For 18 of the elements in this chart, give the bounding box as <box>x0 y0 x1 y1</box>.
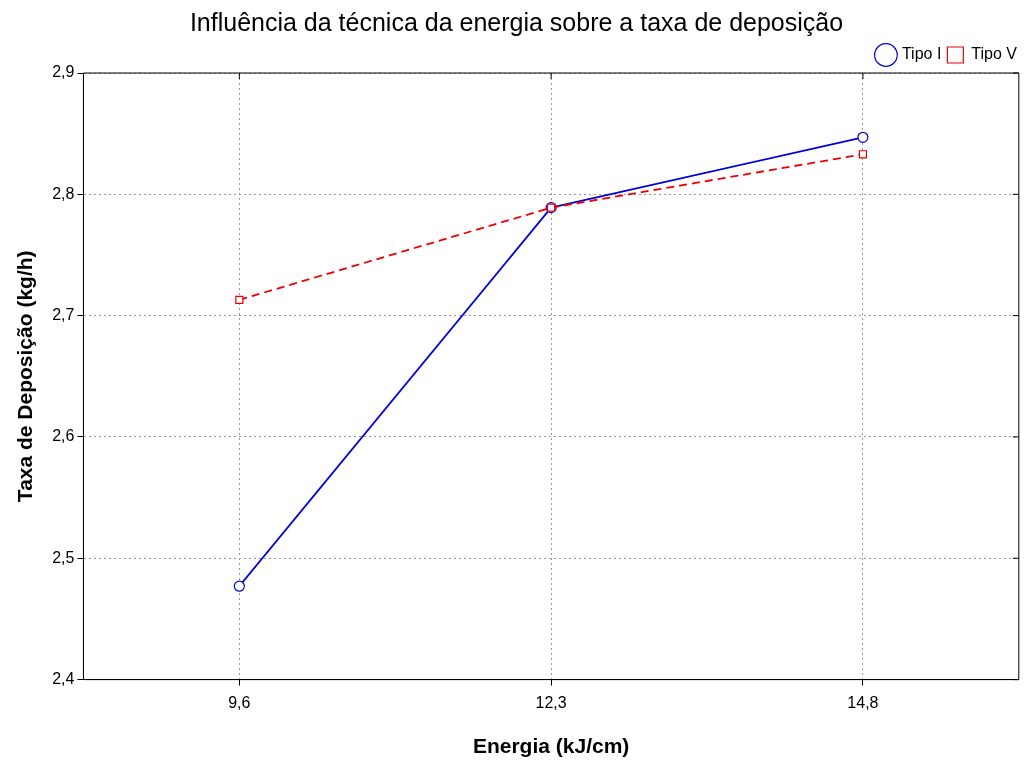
legend-label: Tipo V <box>971 45 1018 63</box>
x-tick-label: 14,8 <box>847 693 879 711</box>
x-tick-label: 12,3 <box>535 693 567 711</box>
y-tick-label: 2,4 <box>52 670 75 688</box>
x-axis-title: Energia (kJ/cm) <box>472 734 630 758</box>
chart-title: Influência da técnica da energia sobre a taxa de deposição <box>189 7 844 36</box>
y-tick-label: 2,7 <box>52 306 75 324</box>
point <box>858 150 868 159</box>
legend-label: Tipo I <box>901 45 942 63</box>
y-tick-label: 2,8 <box>52 184 75 202</box>
y-tick-label: 2,5 <box>52 548 75 566</box>
point <box>857 131 869 143</box>
y-axis-title: Taxa de Deposição (kg/h) <box>13 250 37 503</box>
point <box>233 580 245 592</box>
y-tick-label: 2,9 <box>52 63 75 81</box>
x-tick-label: 9,6 <box>228 693 251 711</box>
point <box>235 295 244 304</box>
y-tick-label: 2,6 <box>52 427 75 445</box>
